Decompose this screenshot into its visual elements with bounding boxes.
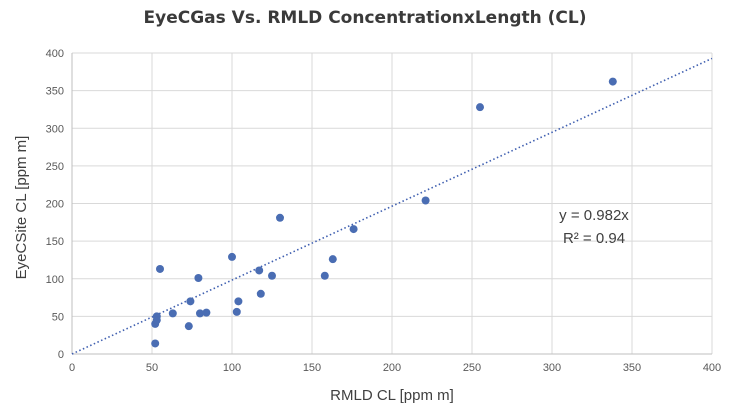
data-point	[328, 255, 337, 264]
data-point	[349, 225, 358, 234]
x-tick-label: 300	[543, 362, 561, 374]
data-point	[234, 297, 243, 306]
data-point	[276, 213, 284, 222]
x-tick-label: 250	[463, 362, 481, 374]
trendline-equation: y = 0.982x	[559, 207, 629, 224]
data-point	[608, 77, 617, 86]
trendline	[71, 57, 713, 355]
y-tick-label: 50	[52, 311, 64, 323]
data-point	[232, 307, 241, 316]
chart-title: EyeCGas Vs. RMLD ConcentrationxLength (C…	[143, 8, 587, 28]
x-tick-label: 0	[69, 362, 75, 374]
data-point	[152, 316, 161, 325]
y-tick-label: 150	[46, 236, 64, 248]
data-point	[184, 322, 193, 331]
x-tick-label: 200	[383, 362, 401, 374]
data-point	[228, 252, 236, 261]
data-point	[255, 266, 264, 275]
y-tick-label: 100	[46, 274, 64, 286]
data-point	[320, 271, 329, 280]
y-tick-label: 400	[46, 48, 64, 60]
data-point	[202, 308, 211, 317]
data-point	[196, 309, 204, 318]
data-point	[268, 271, 276, 280]
y-tick-label: 300	[46, 123, 64, 135]
y-tick-label: 200	[46, 199, 64, 211]
x-tick-label: 400	[703, 362, 721, 374]
x-tick-label: 150	[303, 362, 321, 374]
x-tick-label: 350	[623, 362, 641, 374]
x-tick-label: 100	[223, 362, 241, 374]
y-tick-label: 350	[46, 86, 64, 98]
data-point	[194, 273, 203, 282]
data-point	[256, 289, 265, 298]
y-axis-title: EyeCSite CL [ppm m]	[13, 136, 30, 280]
data-point	[476, 103, 484, 112]
x-tick-label: 50	[146, 362, 158, 374]
data-point	[151, 339, 160, 348]
y-tick-label: 0	[58, 349, 64, 361]
data-point	[156, 264, 164, 273]
data-point	[421, 196, 430, 205]
r-squared-label: R² = 0.94	[563, 230, 625, 247]
data-point	[186, 297, 195, 306]
data-point	[168, 309, 177, 318]
y-tick-label: 250	[46, 161, 64, 173]
x-axis-title: RMLD CL [ppm m]	[330, 387, 454, 404]
